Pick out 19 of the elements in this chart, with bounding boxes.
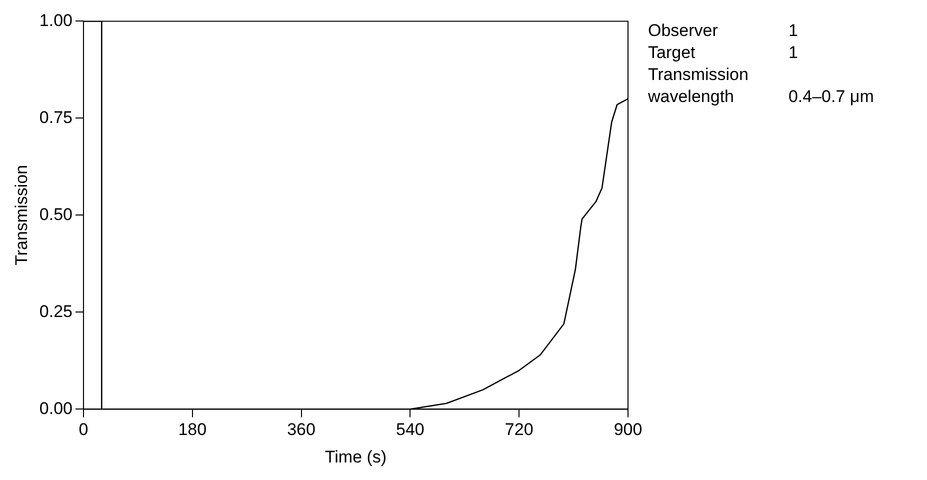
text: 1	[788, 42, 799, 64]
x-tick-label: 540	[396, 420, 424, 440]
y-tick-label: 0.25	[39, 302, 72, 321]
text: Transmission wavelength	[648, 64, 748, 108]
y-tick-label: 0.75	[39, 108, 72, 127]
text: 1	[788, 20, 799, 42]
y-tick-label: 0.00	[39, 398, 72, 418]
x-tick-label: 900	[614, 420, 642, 440]
x-tick-label: 360	[287, 420, 316, 440]
x-tick-label: 720	[504, 420, 534, 440]
text: 0.4–0.7 μm	[788, 86, 874, 108]
text: Target	[648, 42, 696, 64]
y-axis-title: Transmission	[12, 164, 31, 266]
text: Observer	[648, 20, 719, 42]
x-tick-label: 180	[178, 420, 207, 440]
y-tick-label: 0.50	[39, 204, 72, 224]
x-axis-title: Time (s)	[324, 447, 387, 466]
y-tick-label: 1.00	[39, 10, 72, 30]
x-tick-label: 0	[78, 420, 88, 440]
